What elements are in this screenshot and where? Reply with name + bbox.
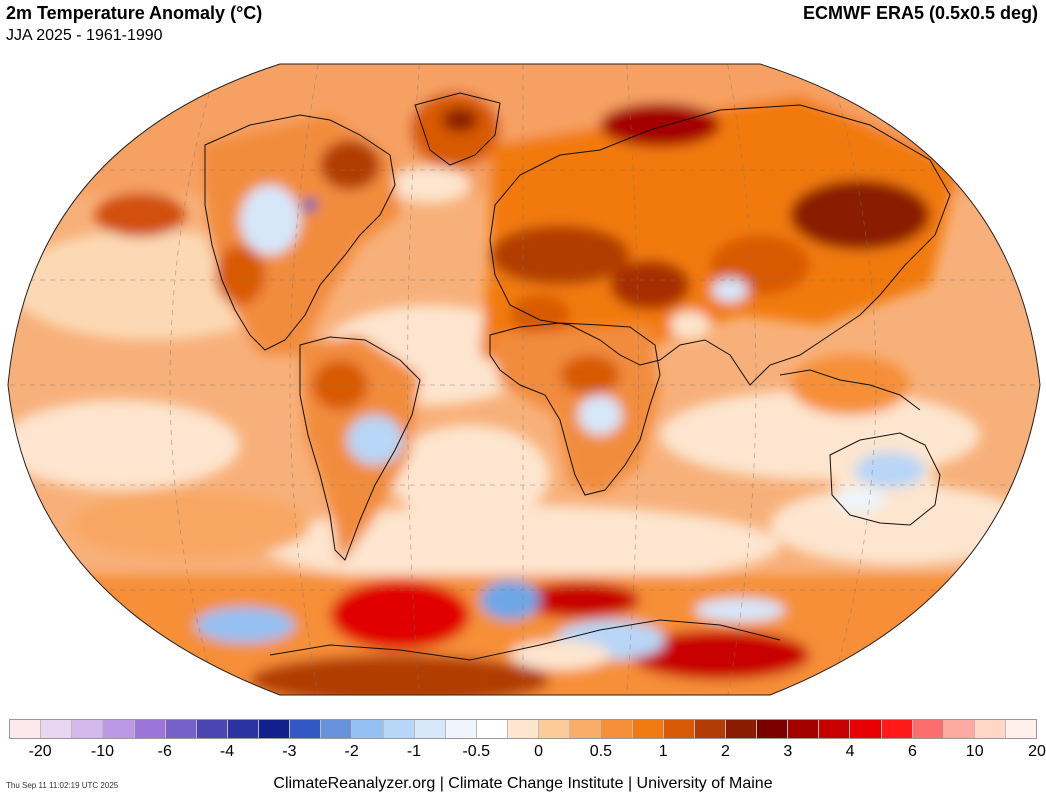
legend-swatch bbox=[974, 720, 1006, 738]
legend-swatch bbox=[819, 720, 851, 738]
legend-swatch bbox=[1006, 720, 1037, 738]
legend-tick-label: 6 bbox=[907, 743, 917, 760]
legend-tick-label: 2 bbox=[721, 743, 730, 760]
legend-swatch bbox=[476, 720, 508, 738]
legend-swatch bbox=[694, 720, 726, 738]
legend-swatch bbox=[259, 720, 291, 738]
temperature-anomaly-map bbox=[7, 63, 1041, 696]
legend-tick-label: -4 bbox=[219, 743, 235, 760]
legend-tick-label: 20 bbox=[1028, 743, 1046, 760]
legend-tick-label: -20 bbox=[28, 743, 52, 760]
coastlines bbox=[204, 92, 951, 661]
legend-swatch bbox=[165, 720, 197, 738]
legend-swatch bbox=[72, 720, 104, 738]
legend-tick-label: -10 bbox=[90, 743, 115, 760]
legend-swatch bbox=[757, 720, 789, 738]
legend-tick-label: -6 bbox=[157, 743, 172, 760]
legend-tick-label: 10 bbox=[965, 743, 984, 760]
legend-tick-label: -1 bbox=[406, 743, 422, 760]
credit-line: ClimateReanalyzer.org | Climate Change I… bbox=[273, 775, 773, 792]
legend-tick-label: 3 bbox=[783, 743, 793, 760]
legend-tick-label: -3 bbox=[282, 743, 297, 760]
legend-swatch bbox=[383, 720, 415, 738]
legend-swatch bbox=[570, 720, 602, 738]
color-legend bbox=[9, 719, 1037, 739]
legend-ticks: -20 -10 -6 -4 -3 -2 -1 -0.5 0 0.5 1 2 3 4 6 10 20 bbox=[9, 743, 1046, 763]
map-title: 2m Temperature Anomaly (°C) bbox=[6, 3, 263, 23]
dataset-source: ECMWF ERA5 (0.5x0.5 deg) bbox=[802, 3, 1038, 23]
legend-swatch bbox=[632, 720, 664, 738]
legend-swatch bbox=[414, 720, 446, 738]
legend-swatch bbox=[912, 720, 944, 738]
legend-swatch bbox=[508, 720, 540, 738]
map-subtitle: JJA 2025 - 1961-1990 bbox=[6, 27, 163, 44]
legend-swatch bbox=[103, 720, 135, 738]
legend-tick-label: -0.5 bbox=[462, 743, 491, 760]
legend-swatch bbox=[850, 720, 882, 738]
legend-swatch bbox=[445, 720, 477, 738]
map-field bbox=[8, 64, 1040, 695]
map-border bbox=[7, 63, 1041, 696]
legend-swatch bbox=[539, 720, 571, 738]
legend-tick-label: 1 bbox=[658, 743, 668, 760]
legend-swatch bbox=[227, 720, 259, 738]
legend-swatch bbox=[321, 720, 353, 738]
legend-swatch bbox=[134, 720, 166, 738]
legend-tick-label: 0.5 bbox=[589, 743, 612, 760]
legend-swatch bbox=[788, 720, 820, 738]
legend-swatch bbox=[196, 720, 228, 738]
timestamp: Thu Sep 11 11:02:19 UTC 2025 bbox=[6, 781, 119, 790]
legend-swatch bbox=[943, 720, 975, 738]
legend-tick-label: 0 bbox=[534, 743, 544, 760]
legend-swatch bbox=[352, 720, 384, 738]
legend-swatch bbox=[290, 720, 322, 738]
legend-swatch bbox=[10, 720, 42, 738]
legend-swatch bbox=[725, 720, 757, 738]
legend-swatch bbox=[663, 720, 695, 738]
legend-swatch bbox=[881, 720, 913, 738]
legend-swatch bbox=[601, 720, 633, 738]
legend-swatch bbox=[41, 720, 73, 738]
graticule bbox=[8, 64, 1040, 695]
legend-tick-label: 4 bbox=[845, 743, 855, 760]
legend-tick-label: -2 bbox=[344, 743, 359, 760]
